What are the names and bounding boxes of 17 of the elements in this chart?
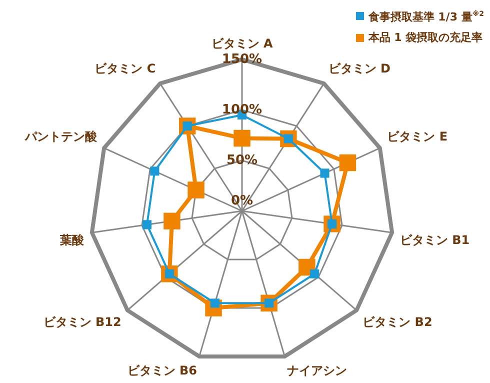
spoke-label: 葉酸 — [59, 233, 86, 248]
legend-label: 本品 1 袋摂取の充足率 — [368, 30, 483, 46]
spoke-label: ビタミン B6 — [127, 363, 198, 378]
spoke-label: ビタミン B1 — [400, 233, 470, 248]
y-tick-label: 150% — [222, 52, 262, 67]
spoke-label: ビタミン B12 — [43, 314, 122, 329]
spoke-label: パントテン酸 — [24, 130, 98, 144]
y-tick-label: 100% — [222, 102, 262, 118]
spoke-label: ビタミン A — [211, 36, 274, 50]
y-tick-label: 50% — [226, 152, 258, 168]
spoke-label: ビタミン E — [387, 130, 448, 144]
spoke-label: ビタミン B2 — [362, 314, 432, 329]
spoke-label: ナイアシン — [286, 363, 347, 378]
legend-label: 食事摂取基準 1/3 量$^{※2}$ — [368, 9, 484, 26]
y-tick-label: 0% — [230, 193, 254, 208]
spoke-label: ビタミン D — [328, 62, 390, 76]
spoke-label: ビタミン C — [94, 62, 156, 76]
